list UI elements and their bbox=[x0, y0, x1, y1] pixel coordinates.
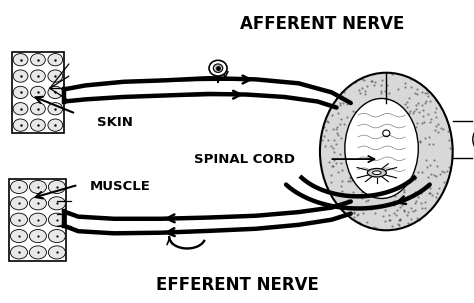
Ellipse shape bbox=[48, 70, 63, 82]
Ellipse shape bbox=[10, 246, 27, 259]
Ellipse shape bbox=[48, 229, 65, 243]
Ellipse shape bbox=[48, 246, 65, 259]
Ellipse shape bbox=[48, 86, 63, 98]
Ellipse shape bbox=[13, 70, 28, 82]
Ellipse shape bbox=[29, 180, 46, 194]
Ellipse shape bbox=[48, 213, 65, 226]
Text: SPINAL CORD: SPINAL CORD bbox=[194, 153, 295, 165]
Ellipse shape bbox=[209, 60, 227, 76]
Ellipse shape bbox=[29, 246, 46, 259]
Ellipse shape bbox=[48, 119, 63, 131]
Ellipse shape bbox=[48, 54, 63, 66]
Ellipse shape bbox=[473, 130, 474, 149]
Ellipse shape bbox=[10, 229, 27, 243]
Text: SKIN: SKIN bbox=[97, 116, 133, 129]
Polygon shape bbox=[9, 179, 66, 261]
Text: EFFERENT NERVE: EFFERENT NERVE bbox=[155, 276, 319, 294]
Ellipse shape bbox=[30, 54, 46, 66]
Ellipse shape bbox=[29, 213, 46, 226]
Text: MUSCLE: MUSCLE bbox=[90, 180, 151, 193]
Polygon shape bbox=[12, 52, 64, 133]
Ellipse shape bbox=[10, 213, 27, 226]
Ellipse shape bbox=[13, 54, 28, 66]
Ellipse shape bbox=[29, 229, 46, 243]
Ellipse shape bbox=[373, 171, 381, 175]
Ellipse shape bbox=[30, 86, 46, 98]
Ellipse shape bbox=[29, 197, 46, 210]
Ellipse shape bbox=[13, 119, 28, 131]
Ellipse shape bbox=[30, 70, 46, 82]
Ellipse shape bbox=[13, 103, 28, 115]
Ellipse shape bbox=[30, 119, 46, 131]
Ellipse shape bbox=[48, 197, 65, 210]
Ellipse shape bbox=[10, 197, 27, 210]
Ellipse shape bbox=[383, 130, 390, 137]
Ellipse shape bbox=[320, 73, 453, 230]
Text: AFFERENT NERVE: AFFERENT NERVE bbox=[240, 15, 404, 33]
Ellipse shape bbox=[48, 103, 63, 115]
Ellipse shape bbox=[213, 64, 223, 72]
Ellipse shape bbox=[30, 103, 46, 115]
Ellipse shape bbox=[345, 98, 418, 198]
Ellipse shape bbox=[367, 168, 386, 177]
Ellipse shape bbox=[13, 86, 28, 98]
Ellipse shape bbox=[10, 180, 27, 194]
Ellipse shape bbox=[48, 180, 65, 194]
